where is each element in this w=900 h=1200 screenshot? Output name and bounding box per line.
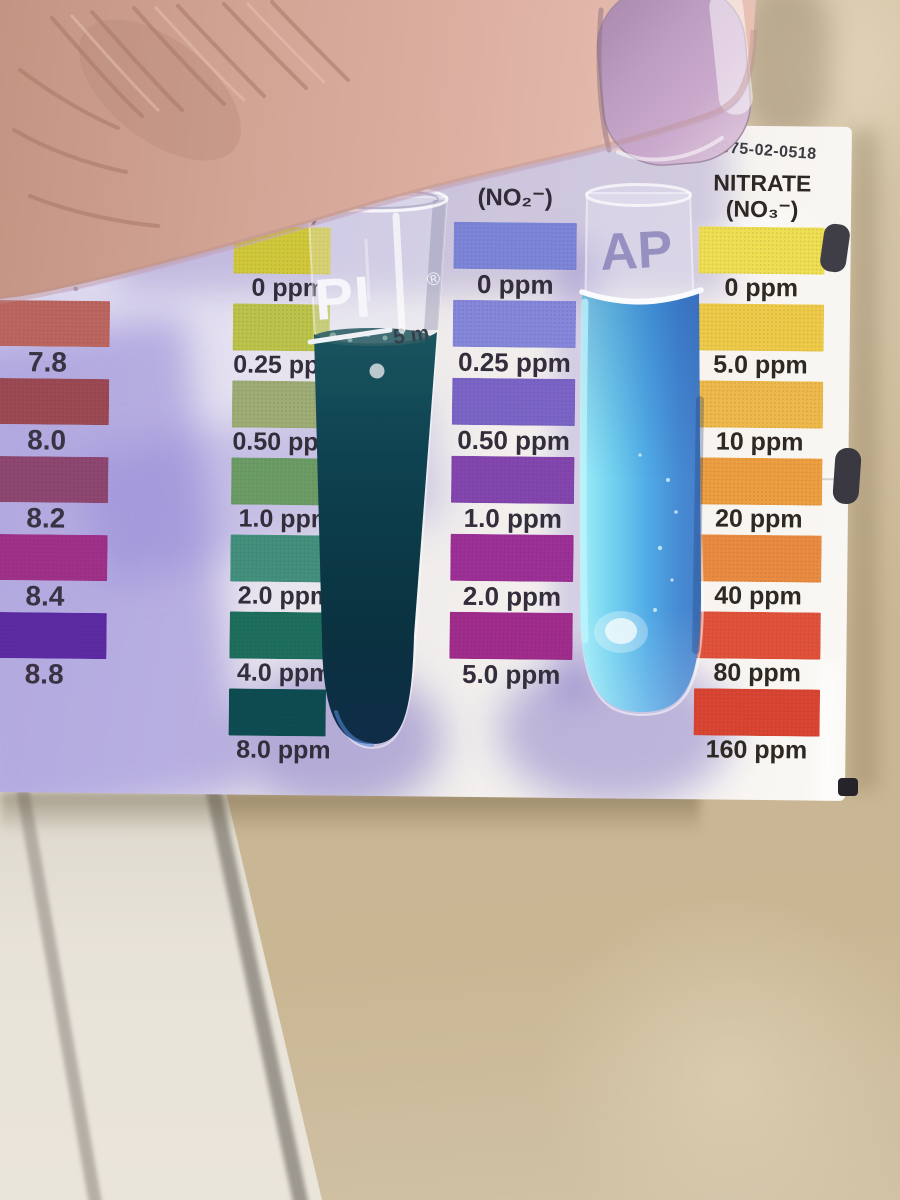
card-speck (64, 282, 70, 287)
swatch-label: 20 ppm (714, 504, 803, 534)
swatch-row: 0 ppm (453, 221, 577, 301)
nitrate-header-line2: (NO₃⁻) (725, 195, 799, 223)
color-swatch (0, 377, 110, 426)
color-swatch (0, 455, 109, 504)
swatch-row: 7.8 (0, 299, 111, 379)
swatch-row: 5.0 ppm (449, 611, 573, 691)
swatch-label: 2.0 ppm (237, 581, 333, 611)
color-swatch (230, 457, 329, 506)
swatch-row: 5.0 ppm (697, 303, 825, 381)
swatch-label: 1.0 ppm (463, 502, 563, 534)
nitrate-column: 0 ppm 5.0 ppm 10 ppm 20 ppm 40 ppm 80 pp… (693, 226, 825, 766)
color-swatch (694, 611, 821, 660)
floor-highlight (520, 900, 900, 1200)
color-swatch (450, 533, 574, 583)
swatch-label: 0.50 ppm (457, 424, 571, 456)
swatch-row: 10 ppm (696, 380, 824, 458)
color-swatch (230, 534, 328, 583)
swatch-row: 1.0 ppm (230, 457, 333, 535)
swatch-row: 8.0 (0, 377, 110, 457)
card-edge-clip (832, 447, 862, 505)
color-swatch (229, 611, 327, 660)
swatch-row: 2.0 ppm (230, 534, 332, 612)
color-swatch (695, 534, 822, 583)
ph-column: 7.8 8.0 8.2 8.4 8.8 (0, 299, 111, 691)
color-swatch (0, 299, 111, 348)
color-swatch (0, 611, 107, 660)
color-swatch (693, 688, 821, 737)
swatch-label: 0 ppm (476, 269, 554, 300)
swatch-label: 4.0 ppm (236, 658, 332, 688)
swatch-label: 0.50 ppm (232, 427, 341, 457)
color-swatch (228, 688, 327, 737)
swatch-label: 2.0 ppm (462, 580, 562, 612)
color-swatch (233, 226, 331, 275)
swatch-row: 8.8 (0, 611, 107, 691)
color-swatch (453, 221, 577, 271)
swatch-row: 0.50 ppm (451, 377, 576, 457)
swatch-label: 1.0 ppm (238, 504, 334, 534)
swatch-label: 8.0 (27, 424, 67, 456)
swatch-row: 40 ppm (695, 534, 822, 612)
swatch-row: 8.2 (0, 455, 109, 535)
swatch-row: 1.0 ppm (450, 455, 575, 535)
swatch-row: 0.25 ppm (232, 303, 342, 381)
color-swatch (452, 299, 577, 349)
swatch-label: 5.0 ppm (461, 658, 561, 690)
card-speck (73, 286, 79, 291)
swatch-label: 0 ppm (724, 273, 799, 303)
color-swatch (449, 611, 573, 661)
swatch-label: 40 ppm (714, 581, 802, 611)
swatch-label: 8.2 (26, 502, 66, 534)
ammonia-column-header: (NH₃/NH₄⁺) (196, 198, 320, 226)
swatch-label: 160 ppm (705, 735, 808, 765)
nitrate-column-header: NITRATE (NO₃⁻) (691, 169, 834, 222)
swatch-row: 4.0 ppm (229, 611, 332, 689)
swatch-label: 8.0 ppm (236, 735, 331, 765)
swatch-row: 0 ppm (698, 226, 825, 304)
color-swatch (697, 303, 825, 352)
ammonia-column: 0 ppm 0.25 ppm 0.50 ppm 1.0 ppm 2.0 ppm … (228, 226, 342, 766)
color-swatch (0, 533, 108, 582)
card-bottom-shadow (0, 792, 700, 834)
test-color-chart-card: 02075-02-0518 (NH₃/NH₄⁺) (NO₂⁻) NITRATE … (0, 117, 852, 801)
nitrite-column-header: (NO₂⁻) (477, 184, 553, 212)
swatch-row: 0.50 ppm (231, 380, 341, 458)
color-swatch (451, 377, 576, 427)
lot-code: 02075-02-0518 (701, 137, 818, 164)
swatch-label: 8.8 (24, 658, 64, 690)
color-swatch (695, 457, 823, 506)
color-swatch (232, 303, 331, 352)
color-swatch (231, 380, 330, 429)
swatch-label: 5.0 ppm (713, 350, 808, 380)
swatch-row: 8.0 ppm (228, 688, 331, 766)
swatch-row: 20 ppm (695, 457, 823, 535)
swatch-label: 80 ppm (713, 658, 802, 688)
color-swatch (696, 380, 824, 429)
swatch-label: 0.25 ppm (457, 346, 571, 378)
swatch-row: 80 ppm (694, 611, 821, 689)
color-swatch (698, 226, 825, 275)
swatch-label: 10 ppm (715, 427, 804, 457)
swatch-row: 0.25 ppm (452, 299, 577, 379)
card-edge-clip (838, 778, 858, 796)
nitrite-column: 0 ppm 0.25 ppm 0.50 ppm 1.0 ppm 2.0 ppm … (449, 221, 577, 691)
swatch-row: 8.4 (0, 533, 108, 613)
thumb-cast-shadow (742, 0, 832, 140)
swatch-row: 2.0 ppm (450, 533, 574, 613)
swatch-row: 160 ppm (693, 688, 821, 766)
swatch-row: 0 ppm (233, 226, 331, 304)
swatch-label: 0.25 ppm (233, 350, 342, 380)
color-swatch (450, 455, 575, 505)
nitrate-header-line1: NITRATE (713, 169, 812, 197)
swatch-label: 8.4 (25, 580, 65, 612)
swatch-label: 0 ppm (251, 273, 326, 303)
swatch-label: 7.8 (27, 346, 68, 378)
